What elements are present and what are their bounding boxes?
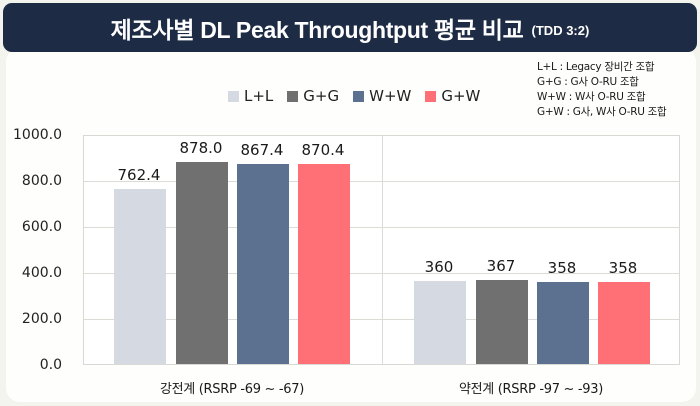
x-label-weak: 약전계 (RSRP -97 ~ -93) <box>458 382 604 397</box>
gridline <box>84 319 679 320</box>
gridline <box>84 273 679 274</box>
bar-g1-gw <box>298 164 350 364</box>
legend-item-ww: W+W <box>353 87 411 105</box>
value-label-g2-gg: 367 <box>486 257 516 275</box>
bar-g2-gw <box>598 282 650 364</box>
note-ww: W+W : W사 O-RU 조합 <box>537 91 646 103</box>
y-tick-200: 200.0 <box>21 311 62 327</box>
legend-swatch-gg <box>287 90 299 102</box>
chart-subtitle: (TDD 3:2) <box>531 23 590 38</box>
chart-legend: L+L G+G W+W G+W <box>228 87 480 105</box>
bar-g1-ll <box>114 189 166 364</box>
value-label-g1-ll: 762.4 <box>117 166 161 184</box>
legend-label-ll: L+L <box>244 87 274 105</box>
title-banner: 제조사별 DL Peak Throughtput 평균 비교 (TDD 3:2) <box>3 3 697 52</box>
legend-swatch-gw <box>425 90 437 102</box>
note-gg: G+G : G사 O-RU 조합 <box>537 76 639 88</box>
plot-area <box>83 135 680 365</box>
value-label-g2-ww: 358 <box>547 259 577 277</box>
legend-label-gg: G+G <box>303 87 340 105</box>
gridline <box>84 227 679 228</box>
value-label-g1-ww: 867.4 <box>240 141 284 159</box>
y-tick-800: 800.0 <box>21 173 62 189</box>
x-label-strong: 강전계 (RSRP -69 ~ -67) <box>159 382 305 397</box>
bar-g2-ll <box>414 281 466 364</box>
chart-title: 제조사별 DL Peak Throughtput 평균 비교 <box>110 16 524 43</box>
legend-swatch-ll <box>228 90 239 102</box>
y-tick-400: 400.0 <box>21 265 62 281</box>
bar-g1-gg <box>176 162 228 364</box>
legend-notes: L+L : Legacy 장비간 조합 G+G : G사 O-RU 조합 W+W… <box>537 60 667 120</box>
note-gw: G+W : G사, W사 O-RU 조합 <box>537 106 667 118</box>
category-divider <box>382 136 383 364</box>
y-tick-600: 600.0 <box>21 219 62 235</box>
legend-label-ww: W+W <box>369 87 412 105</box>
value-label-g1-gg: 878.0 <box>179 139 223 157</box>
y-tick-0: 0.0 <box>39 357 62 373</box>
legend-label-gw: G+W <box>441 87 481 105</box>
value-label-g2-gw: 358 <box>608 259 638 277</box>
legend-item-gw: G+W <box>425 87 480 105</box>
value-label-g2-ll: 360 <box>424 258 454 276</box>
y-tick-1000: 1000.0 <box>13 127 62 143</box>
legend-swatch-ww <box>353 90 365 102</box>
legend-item-ll: L+L <box>228 87 273 105</box>
bar-g2-ww <box>537 282 589 364</box>
note-ll: L+L : Legacy 장비간 조합 <box>537 61 655 73</box>
bar-g1-ww <box>237 164 289 364</box>
bar-g2-gg <box>476 280 528 364</box>
value-label-g1-gw: 870.4 <box>301 141 345 159</box>
legend-item-gg: G+G <box>287 87 339 105</box>
gridline <box>84 181 679 182</box>
